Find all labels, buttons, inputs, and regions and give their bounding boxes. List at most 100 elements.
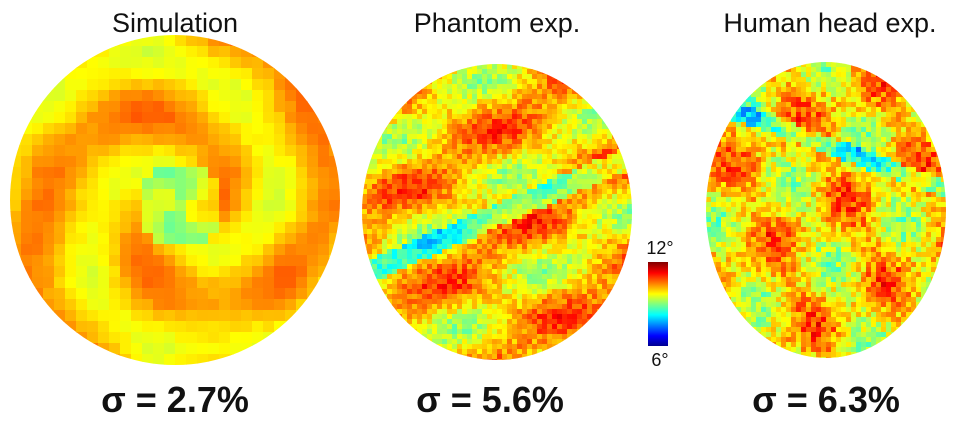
pixel [437,134,443,140]
pixel [502,319,508,325]
pixel [329,123,340,135]
pixel [522,79,528,85]
pixel [21,343,33,355]
pixel [527,249,533,255]
pixel [252,46,264,58]
pixel [296,233,308,245]
pixel [397,144,403,150]
pixel [477,79,483,85]
pixel [567,99,573,105]
pixel [507,139,513,145]
pixel [482,174,488,180]
pixel [382,309,388,315]
pixel [377,199,383,205]
pixel [602,199,608,205]
pixel [547,294,553,300]
pixel [208,343,220,355]
pixel [417,129,423,135]
pixel [896,112,902,118]
pixel [627,94,632,100]
pixel [617,144,623,150]
pixel [602,359,608,360]
pixel [876,97,882,103]
pixel [417,214,423,220]
pixel [422,329,428,335]
pixel [796,142,802,148]
pixel [711,147,717,153]
pixel [296,35,308,47]
pixel [186,167,198,179]
pixel [522,254,528,260]
pixel [542,119,548,125]
pixel [612,284,618,290]
pixel [512,169,518,175]
pixel [627,279,632,285]
pixel [941,122,946,128]
pixel [382,149,388,155]
pixel [372,194,378,200]
pixel [43,332,55,344]
pixel [274,255,286,267]
pixel [427,144,433,150]
pixel [422,214,428,220]
pixel [318,233,330,245]
pixel [557,344,563,350]
pixel [477,219,483,225]
pixel [572,189,578,195]
pixel [582,94,588,100]
pixel [432,314,438,320]
pixel [562,359,568,360]
pixel [871,137,877,143]
pixel [296,79,308,91]
pixel [487,279,493,285]
pixel [407,84,413,90]
pixel [791,122,797,128]
pixel [477,64,483,70]
pixel [577,99,583,105]
pixel [377,64,383,70]
pixel [622,189,628,195]
pixel [577,179,583,185]
pixel [936,107,942,113]
pixel [831,87,837,93]
pixel [622,354,628,360]
pixel [612,139,618,145]
pixel [537,334,543,340]
pixel [487,254,493,260]
pixel [407,304,413,310]
pixel [285,321,297,333]
pixel [587,209,593,215]
pixel [831,142,837,148]
pixel [447,279,453,285]
pixel [592,189,598,195]
pixel [32,332,44,344]
pixel [592,79,598,85]
pixel [562,224,568,230]
pixel [219,112,231,124]
pixel [164,310,176,322]
pixel [577,144,583,150]
pixel [372,144,378,150]
pixel [367,234,373,240]
pixel [477,134,483,140]
pixel [771,112,777,118]
pixel [477,349,483,355]
pixel [442,349,448,355]
pixel [230,310,242,322]
pixel [109,233,121,245]
pixel [164,178,176,190]
pixel [263,134,275,146]
pixel [582,149,588,155]
pixel [402,164,408,170]
pixel [532,314,538,320]
pixel [492,309,498,315]
pixel [482,144,488,150]
pixel [552,119,558,125]
pixel [552,294,558,300]
pixel [412,69,418,75]
pixel [120,321,132,333]
pixel [557,229,563,235]
pixel [597,274,603,280]
pixel [153,189,165,201]
pixel [926,132,932,138]
